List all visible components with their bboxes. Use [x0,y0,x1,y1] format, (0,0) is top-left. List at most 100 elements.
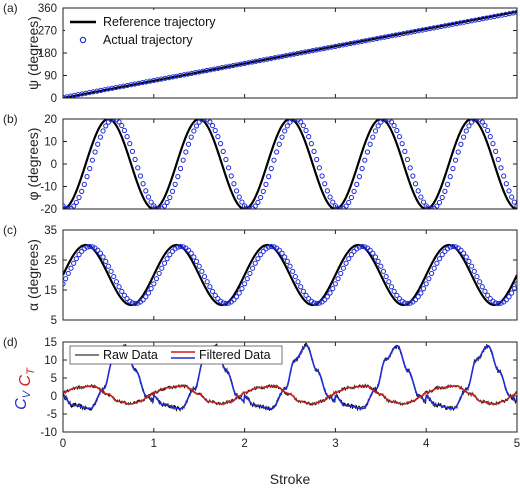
legend-box [69,345,283,365]
panel-label: (d) [3,335,18,349]
actual-trajectory-point [220,148,226,154]
actual-trajectory-point [412,297,419,303]
actual-trajectory-point [271,157,277,163]
actual-trajectory-point [151,281,157,287]
actual-trajectory-point [402,148,408,154]
actual-trajectory-point [471,119,477,123]
actual-trajectory-point [95,141,101,147]
actual-trajectory-point [367,247,373,253]
actual-trajectory-point [495,156,501,163]
actual-trajectory-point [223,300,229,307]
actual-trajectory-point [231,297,237,303]
actual-trajectory-point [426,205,432,209]
actual-trajectory-point [359,243,365,250]
actual-trajectory-point [252,203,258,209]
actual-trajectory-point [346,256,352,262]
actual-trajectory-point [314,300,320,307]
y-tick-label: 180 [38,48,57,60]
actual-trajectory-point [514,9,517,15]
actual-trajectory-point [276,247,282,253]
actual-trajectory-point [340,265,347,271]
actual-trajectory-point [439,194,445,201]
actual-trajectory-point [196,119,202,125]
actual-trajectory-point [121,127,128,134]
legend-label-raw: Raw Data [103,348,158,362]
actual-trajectory-point [509,194,515,200]
actual-trajectory-point [447,174,453,180]
actual-trajectory-point [79,188,85,194]
legend-label-filtered: Filtered Data [199,348,271,362]
y-tick-label: 0 [51,93,57,105]
actual-trajectory-point [436,256,443,262]
actual-trajectory-point [287,263,293,269]
actual-trajectory-point [359,165,365,172]
actual-trajectory-point [185,141,192,147]
actual-trajectory-point [300,288,306,294]
actual-trajectory-point [145,290,152,296]
actual-trajectory-point [97,134,103,140]
actual-trajectory-point [244,205,250,209]
actual-trajectory-point [423,281,429,287]
actual-trajectory-point [469,263,475,269]
actual-trajectory-point [65,270,71,277]
y-label-subscript: T [25,367,37,375]
actual-trajectory-point [506,294,512,300]
actual-trajectory-point [71,260,77,266]
actual-trajectory-point [335,276,341,282]
actual-trajectory-point [220,300,226,306]
actual-trajectory-point [188,250,194,256]
actual-trajectory-point [153,205,160,209]
actual-trajectory-point [233,188,240,194]
actual-trajectory-point [244,276,250,282]
actual-trajectory-point [135,165,141,171]
actual-trajectory-point [303,127,309,134]
reference-trajectory-line [63,10,517,98]
actual-trajectory-point [450,165,456,172]
legend-swatch-actual [79,36,87,44]
actual-trajectory-point [471,268,477,274]
actual-trajectory-point [164,199,170,206]
actual-trajectory-point [76,194,82,201]
actual-trajectory-point [233,294,240,300]
actual-trajectory-point [458,247,464,253]
panel-label: (a) [3,1,18,15]
filtered-ct-line [63,385,517,405]
actual-trajectory-point [474,273,480,280]
actual-trajectory-point [271,244,277,250]
actual-trajectory-point [119,122,125,129]
actual-trajectory-point [103,258,109,264]
axes-frame [62,229,518,321]
actual-trajectory-point [161,203,168,209]
actual-trajectory-point [287,119,293,125]
actual-trajectory-point [477,279,483,285]
actual-trajectory-point [463,128,469,134]
actual-trajectory-point [455,149,461,155]
actual-trajectory-point [442,248,448,254]
actual-trajectory-point [434,203,440,209]
y-label-part: C [17,374,34,390]
actual-trajectory-point [463,254,469,260]
actual-trajectory-point [391,288,397,294]
actual-trajectory-point [145,194,152,200]
actual-trajectory-point [290,119,296,123]
actual-trajectory-point [439,252,445,258]
actual-trajectory-point [479,284,485,290]
actual-trajectory-point [322,181,328,187]
y-tick-label: 15 [44,285,57,297]
actual-trajectory-point [306,296,312,302]
actual-trajectory-point [300,122,306,129]
actual-trajectory-point [487,134,493,140]
actual-trajectory-point [501,173,507,179]
actual-trajectory-point [509,290,515,296]
actual-trajectory-point [290,268,296,274]
actual-trajectory-point [68,265,74,271]
actual-trajectory-point [132,156,138,163]
actual-trajectory-point [420,199,427,205]
actual-trajectory-point [140,297,146,303]
y-tick-label: 0 [51,391,57,403]
y-tick-label: 5 [51,315,57,327]
actual-trajectory-point [260,188,266,194]
legend-box [65,10,215,50]
actual-trajectory-point [311,148,317,154]
y-axis-label: CV CT [13,367,37,410]
